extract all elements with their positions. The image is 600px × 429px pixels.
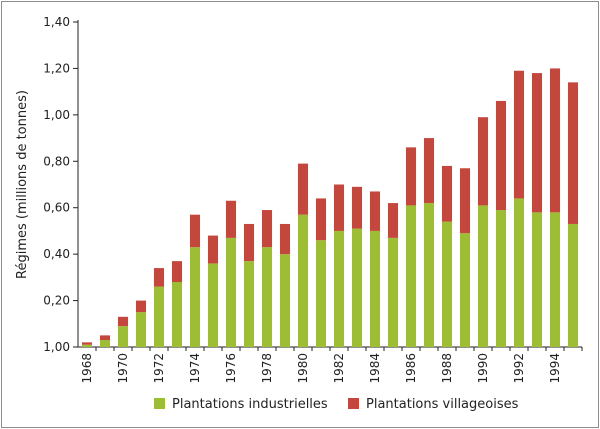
bar-segment-industrielles xyxy=(567,223,579,347)
bar-segment-villageoises xyxy=(207,235,219,264)
y-axis-ticks: 1,00 0,20 0,40 0,60 0,80 1,00 1,20 1,40 xyxy=(43,15,78,354)
bar-segment-industrielles xyxy=(423,203,435,347)
y-tick-label: 1,20 xyxy=(43,61,70,75)
legend: Plantations industrielles Plantations vil… xyxy=(154,397,519,412)
bar-segment-villageoises xyxy=(549,68,561,213)
axes xyxy=(77,20,582,348)
bar-segment-villageoises xyxy=(333,184,345,231)
bar-segment-industrielles xyxy=(315,240,327,347)
bar-segment-villageoises xyxy=(279,223,291,255)
y-tick-label: 1,40 xyxy=(43,15,70,29)
bar-segment-villageoises xyxy=(297,163,309,215)
bar-segment-industrielles xyxy=(153,286,165,347)
bar-segment-industrielles xyxy=(513,198,525,347)
bar-segment-villageoises xyxy=(441,165,453,222)
bar-segment-industrielles xyxy=(135,312,147,347)
x-tick-label: 1984 xyxy=(368,353,382,384)
bar-segment-industrielles xyxy=(441,221,453,347)
bar-segment-villageoises xyxy=(423,138,435,204)
x-tick-label: 1968 xyxy=(80,353,94,384)
y-tick-label: 0,60 xyxy=(43,201,70,215)
x-tick-label: 1982 xyxy=(332,353,346,384)
bars xyxy=(81,68,579,347)
bar-segment-villageoises xyxy=(261,210,273,248)
bar-segment-villageoises xyxy=(387,203,399,238)
bar-segment-industrielles xyxy=(495,210,507,347)
bar-segment-villageoises xyxy=(369,191,381,231)
bar-segment-industrielles xyxy=(333,230,345,347)
y-tick-label: 0,80 xyxy=(43,154,70,168)
bar-segment-villageoises xyxy=(189,214,201,248)
bar-segment-villageoises xyxy=(243,223,255,262)
x-axis-ticks: 1968 1970 1972 1974 1976 1978 1980 1982 1984 1986… xyxy=(80,347,583,384)
legend-label-industrielles: Plantations industrielles xyxy=(172,397,328,412)
bar-segment-villageoises xyxy=(459,168,471,234)
bar-segment-villageoises xyxy=(135,300,147,313)
bar-segment-villageoises xyxy=(171,261,183,282)
x-tick-label: 1994 xyxy=(548,353,562,384)
bar-segment-villageoises xyxy=(117,316,129,327)
bar-segment-industrielles xyxy=(549,212,561,347)
bar-segment-industrielles xyxy=(207,263,219,347)
bar-segment-villageoises xyxy=(153,268,165,287)
bar-segment-industrielles xyxy=(279,254,291,347)
bar-segment-industrielles xyxy=(261,247,273,347)
bar-segment-villageoises xyxy=(315,198,327,241)
x-tick-label: 1978 xyxy=(260,353,274,384)
bar-segment-industrielles xyxy=(117,326,129,347)
bar-segment-villageoises xyxy=(531,73,543,213)
bar-segment-industrielles xyxy=(369,230,381,347)
bar-segment-industrielles xyxy=(297,214,309,347)
y-tick-label: 1,00 xyxy=(43,340,70,354)
bar-segment-industrielles xyxy=(225,237,237,347)
legend-swatch-industrielles xyxy=(154,398,165,409)
bar-segment-villageoises xyxy=(567,82,579,224)
bar-segment-industrielles xyxy=(99,340,111,347)
bar-segment-villageoises xyxy=(477,117,489,206)
x-tick-label: 1976 xyxy=(224,353,238,384)
legend-label-villageoises: Plantations villageoises xyxy=(366,397,519,412)
bar-segment-industrielles xyxy=(477,205,489,347)
bar-segment-villageoises xyxy=(225,200,237,238)
y-tick-label: 0,40 xyxy=(43,247,70,261)
bar-segment-industrielles xyxy=(387,237,399,347)
bar-segment-industrielles xyxy=(531,212,543,347)
y-axis-title: Régimes (millions de tonnes) xyxy=(15,90,30,279)
x-tick-label: 1970 xyxy=(116,353,130,384)
bar-segment-villageoises xyxy=(495,100,507,211)
y-tick-label: 1,00 xyxy=(43,108,70,122)
bar-segment-industrielles xyxy=(351,228,363,347)
x-tick-label: 1992 xyxy=(512,353,526,384)
x-tick-label: 1990 xyxy=(476,353,490,384)
bar-segment-industrielles xyxy=(189,247,201,347)
bar-segment-industrielles xyxy=(81,344,93,347)
x-tick-label: 1988 xyxy=(440,353,454,384)
bar-segment-villageoises xyxy=(513,70,525,199)
bar-segment-industrielles xyxy=(405,205,417,347)
legend-swatch-villageoises xyxy=(348,398,359,409)
y-tick-label: 0,20 xyxy=(43,294,70,308)
bar-segment-villageoises xyxy=(351,186,363,229)
x-tick-label: 1980 xyxy=(296,353,310,384)
bar-segment-villageoises xyxy=(99,335,111,341)
bar-segment-industrielles xyxy=(459,233,471,347)
x-tick-label: 1974 xyxy=(188,353,202,384)
bar-segment-industrielles xyxy=(243,261,255,347)
bar-segment-industrielles xyxy=(171,282,183,347)
x-tick-label: 1972 xyxy=(152,353,166,384)
x-tick-label: 1986 xyxy=(404,353,418,384)
bar-segment-villageoises xyxy=(405,147,417,206)
bar-segment-villageoises xyxy=(81,342,93,345)
